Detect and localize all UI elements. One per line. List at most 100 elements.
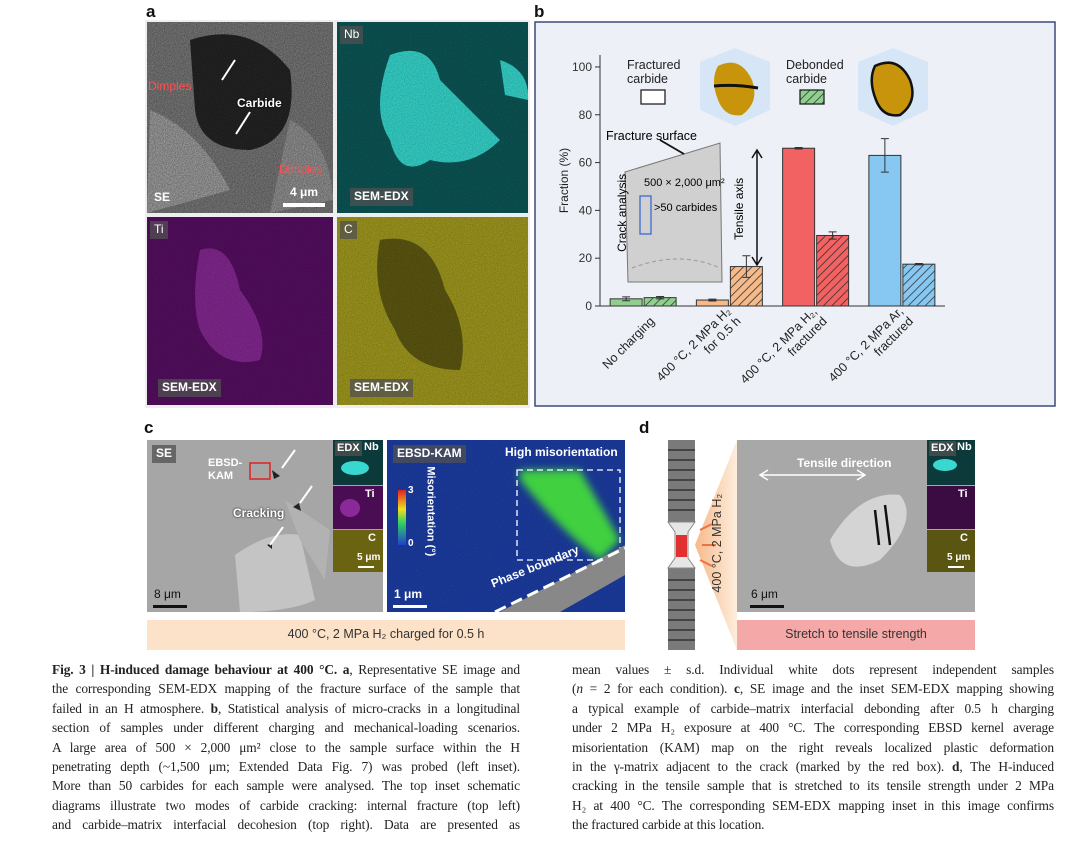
error-bar: [742, 255, 751, 278]
caption-text: the corresponding SEM-EDX mapping of the…: [52, 681, 520, 697]
legend-label: Debonded carbide: [786, 58, 844, 87]
inset-label: Fracture surface: [606, 129, 698, 143]
image-label: EBSD-KAM: [208, 457, 243, 482]
element-label: Nb: [957, 441, 972, 453]
legend-swatch: [640, 89, 666, 105]
caption-line: (n = 2 for each condition). c, SE image …: [572, 681, 1054, 697]
caption-text: = 2 for each condition).: [582, 681, 735, 697]
image-label: SE: [152, 445, 177, 463]
caption-text: H₂ at 400 °C. The corresponding SEM-EDX …: [572, 797, 1054, 813]
element-label: Ti: [365, 488, 375, 500]
colorbar-tick: 3: [408, 485, 414, 496]
caption-text: (: [572, 681, 577, 697]
image-label: Ti: [150, 221, 168, 239]
error-bar: [622, 296, 631, 302]
caption-line: a typical example of carbide–matrix inte…: [572, 701, 1054, 717]
element-label: Ti: [958, 488, 968, 500]
annotation: Cracking: [233, 506, 285, 520]
error-bar: [656, 295, 665, 300]
caption-line: H₂ at 400 °C. The corresponding SEM-EDX …: [572, 798, 1054, 814]
caption-text: cracking in the tensile sample that is s…: [572, 778, 1054, 794]
scale-label: 4 μm: [290, 185, 319, 199]
y-tick-label: 100: [572, 60, 592, 74]
caption-text: a typical example of carbide–matrix inte…: [572, 700, 1054, 716]
error-bar: [794, 147, 803, 150]
caption-text: More than 50 carbides for each sample we…: [52, 778, 520, 794]
panel-letter: a: [146, 2, 156, 21]
caption-text: , SE image and the inset SEM-EDX mapping…: [739, 681, 1054, 697]
colorbar-title: Misorientation (°): [424, 466, 437, 557]
image-label: C: [340, 221, 357, 239]
image-tag: SEM-EDX: [350, 188, 413, 206]
element-label: C: [368, 532, 376, 544]
caption-line: cracking in the tensile sample that is s…: [572, 778, 1054, 794]
caption-text: the fractured carbide at this location.: [572, 817, 765, 833]
panel-letter: d: [639, 418, 650, 437]
y-tick-label: 20: [579, 251, 593, 265]
caption-line: diagrams illustrate two modes of carbide…: [52, 798, 520, 814]
inset-label: 500 × 2,000 μm²: [644, 177, 725, 189]
caption-line: section of samples under different charg…: [52, 720, 520, 736]
error-bar: [880, 138, 889, 173]
caption-text: n: [576, 681, 583, 697]
caption-text: , The H-induced: [959, 759, 1054, 774]
caption-line: the corresponding SEM-EDX mapping of the…: [52, 681, 520, 697]
annotation: Tensile direction: [797, 456, 892, 470]
caption-text: diagrams illustrate two modes of carbide…: [52, 797, 520, 813]
caption-text: , Statistical analysis of micro-cracks i…: [217, 700, 520, 716]
caption-text: A large area of 500 × 2,000 μm² close to…: [52, 739, 520, 755]
inset-label: Tensile axis: [732, 177, 747, 240]
bar: [868, 154, 902, 307]
y-axis-title: Fraction (%): [557, 148, 571, 213]
caption-text: and carbide–matrix interfacial decohesio…: [52, 817, 520, 833]
caption-line: under 2 MPa H₂ exposure at 400 °C. The c…: [572, 720, 1054, 736]
panel-letter: c: [144, 418, 154, 437]
y-tick-label: 40: [579, 203, 593, 217]
annotation: Dimples: [148, 79, 192, 93]
caption-text: c: [734, 681, 740, 697]
element-label: C: [960, 532, 968, 544]
inset-label: >50 carbides: [654, 202, 718, 214]
caption-text: failed in an H atmosphere.: [52, 700, 211, 716]
caption-text: d: [951, 759, 960, 774]
caption-text: penetrating depth (~1,500 μm; Extended D…: [52, 759, 520, 774]
image-tag: SEM-EDX: [158, 379, 221, 397]
condition-banner: 400 °C, 2 MPa H₂ charged for 0.5 h: [287, 627, 485, 641]
caption-text: under 2 MPa H₂ exposure at 400 °C. The c…: [572, 720, 1054, 736]
error-bar: [828, 231, 837, 240]
image-tag: SEM-EDX: [350, 379, 413, 397]
bar: [816, 234, 850, 307]
image-label: EDX: [929, 441, 956, 456]
caption-text: Fig. 3 | H-induced damage behaviour at 4…: [52, 662, 350, 677]
element-label: Nb: [364, 441, 379, 453]
panel-letter: b: [534, 2, 545, 21]
scale-label: 8 μm: [154, 587, 181, 601]
y-tick-label: 0: [585, 299, 592, 313]
caption-text: in the γ-matrix adjacent to the crack (m…: [572, 759, 952, 774]
condition-banner: Stretch to tensile strength: [785, 627, 927, 641]
caption-line: failed in an H atmosphere. b, Statistica…: [52, 701, 520, 717]
panel-a-images: [145, 20, 530, 408]
caption-line: penetrating depth (~1,500 μm; Extended D…: [52, 759, 520, 775]
caption-text: mean values ± s.d. Individual white dots…: [572, 662, 1054, 677]
inset-label: Crack analysis: [615, 173, 630, 252]
annotation: High misorientation: [505, 445, 618, 459]
scale-label: 6 μm: [751, 587, 778, 601]
caption-line: More than 50 carbides for each sample we…: [52, 778, 520, 794]
caption-text: b: [210, 700, 218, 716]
annotation: Carbide: [237, 96, 282, 110]
panel-c-images: [147, 440, 626, 650]
caption-line: and carbide–matrix interfacial decohesio…: [52, 817, 520, 833]
y-tick-label: 60: [579, 156, 593, 170]
image-label: SE: [154, 190, 171, 204]
image-label: EDX: [335, 441, 362, 456]
condition-label: 400 °C, 2 MPa H₂: [710, 493, 725, 593]
caption-line: misorientation (KAM) map on the right re…: [572, 740, 1054, 756]
bar: [902, 263, 936, 307]
scale-label: 5 μm: [357, 552, 381, 563]
annotation: Dimples: [279, 162, 323, 176]
error-bar: [708, 298, 717, 302]
image-label: Nb: [340, 26, 364, 44]
